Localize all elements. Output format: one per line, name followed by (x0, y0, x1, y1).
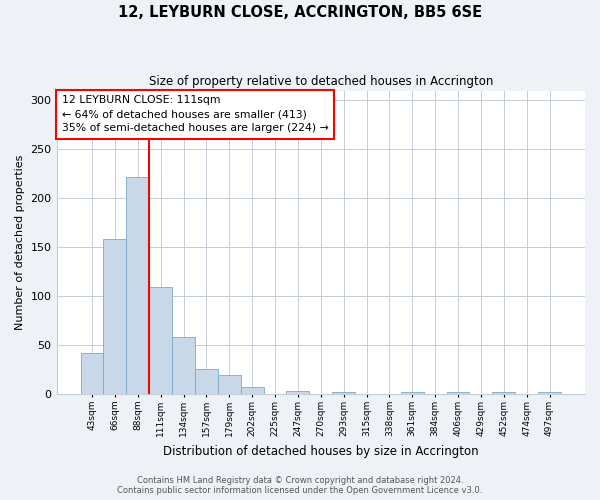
Bar (538, 392, 561, 394)
Y-axis label: Number of detached properties: Number of detached properties (15, 154, 25, 330)
Text: Contains HM Land Registry data © Crown copyright and database right 2024.
Contai: Contains HM Land Registry data © Crown c… (118, 476, 482, 495)
Bar (286, 392, 310, 394)
Title: Size of property relative to detached houses in Accrington: Size of property relative to detached ho… (149, 75, 493, 88)
Bar (241, 388, 263, 394)
Bar (195, 369, 218, 394)
Bar (103, 240, 127, 394)
Bar (149, 288, 172, 394)
Bar (332, 392, 355, 394)
Bar (172, 338, 195, 394)
Bar (493, 392, 515, 394)
Bar (401, 392, 424, 394)
X-axis label: Distribution of detached houses by size in Accrington: Distribution of detached houses by size … (163, 444, 479, 458)
Text: 12, LEYBURN CLOSE, ACCRINGTON, BB5 6SE: 12, LEYBURN CLOSE, ACCRINGTON, BB5 6SE (118, 5, 482, 20)
Bar (127, 177, 149, 394)
Bar (218, 374, 241, 394)
Bar (446, 392, 469, 394)
Bar (80, 353, 103, 394)
Text: 12 LEYBURN CLOSE: 111sqm
← 64% of detached houses are smaller (413)
35% of semi-: 12 LEYBURN CLOSE: 111sqm ← 64% of detach… (62, 95, 329, 133)
